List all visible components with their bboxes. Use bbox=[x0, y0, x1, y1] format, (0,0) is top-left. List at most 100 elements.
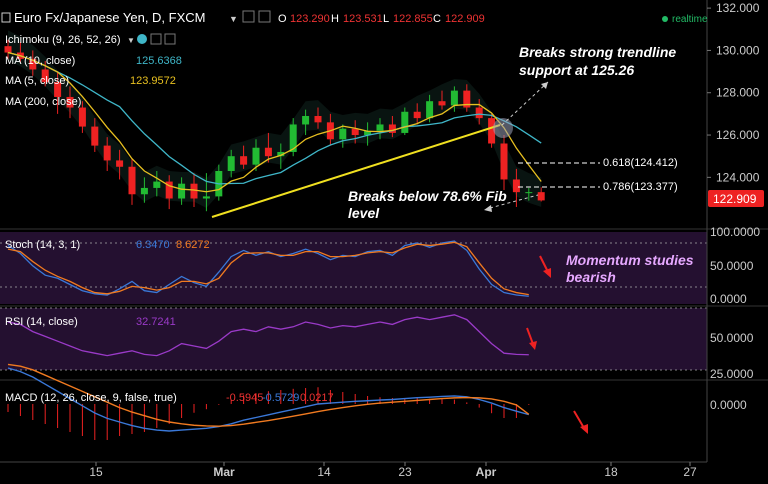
ma10-line bbox=[7, 51, 542, 185]
ichimoku-cloud bbox=[8, 30, 542, 209]
candle-body bbox=[500, 143, 508, 180]
ohlc-l-label: L bbox=[383, 13, 389, 25]
candle-body bbox=[512, 179, 520, 193]
candle-body bbox=[66, 96, 74, 108]
price-axis: 132.000 130.000 128.000 126.000 124.000 bbox=[707, 1, 760, 184]
time-tick-label: 14 bbox=[317, 465, 331, 479]
moving-average-lines bbox=[7, 51, 542, 193]
stoch-arrow-head bbox=[543, 268, 551, 278]
ichimoku-label[interactable]: Ichimoku (9, 26, 52, 26) bbox=[5, 34, 121, 46]
candle-body bbox=[41, 69, 49, 83]
candle-body bbox=[54, 82, 62, 97]
candle-body bbox=[153, 181, 161, 188]
candle-body bbox=[4, 46, 12, 53]
candle-body bbox=[364, 130, 372, 136]
candle-body bbox=[339, 128, 347, 140]
candle-body bbox=[165, 181, 173, 199]
candle-body bbox=[240, 156, 248, 165]
candle-body bbox=[227, 156, 235, 171]
realtime-dot-icon bbox=[662, 16, 668, 22]
indicator-tick-label: 50.0000 bbox=[710, 259, 754, 273]
indicator-tick-label: 50.0000 bbox=[710, 331, 754, 345]
candle-body bbox=[475, 107, 483, 119]
candlestick-series bbox=[4, 39, 545, 212]
macd-value-2: -0.5729 bbox=[262, 392, 299, 404]
candle-body bbox=[264, 147, 272, 157]
macd-value-3: 0.0217 bbox=[300, 392, 334, 404]
candle-body bbox=[277, 151, 285, 157]
rsi-arrow-head bbox=[529, 341, 537, 350]
fib-callout-arrow bbox=[489, 194, 539, 209]
stoch-k-value: 6.3470 bbox=[136, 239, 170, 251]
time-tick-label: 23 bbox=[398, 465, 412, 479]
candle-body bbox=[463, 90, 471, 108]
candle-body bbox=[91, 126, 99, 146]
ichimoku-dropdown-icon[interactable]: ▼ bbox=[127, 36, 135, 45]
candle-body bbox=[302, 116, 310, 125]
candle-body bbox=[450, 90, 458, 106]
ma200-label[interactable]: MA (200, close) bbox=[5, 96, 81, 108]
header-controls[interactable] bbox=[242, 10, 271, 23]
stoch-down-arrow bbox=[539, 255, 549, 273]
time-tick-label: Mar bbox=[213, 465, 235, 479]
annotation-momentum: Momentum studies bearish bbox=[566, 252, 694, 285]
signal-line bbox=[7, 363, 530, 427]
candle-body bbox=[438, 101, 446, 106]
trendline bbox=[211, 124, 501, 218]
ohlc-o-value: 123.290 bbox=[290, 13, 330, 25]
ma10-value: 125.6368 bbox=[136, 55, 182, 67]
symbol-dropdown-icon[interactable]: ▼ bbox=[229, 14, 238, 24]
candle-body bbox=[488, 118, 496, 144]
rsi-down-arrow bbox=[526, 327, 534, 345]
trendline-arrow-head bbox=[541, 82, 548, 89]
candle-body bbox=[29, 58, 37, 70]
last-price-badge bbox=[708, 190, 764, 207]
last-price-label: 122.909 bbox=[713, 192, 757, 206]
breakout-marker bbox=[493, 118, 513, 138]
rsi-label[interactable]: RSI (14, close) bbox=[5, 316, 78, 328]
candle-body bbox=[140, 187, 148, 195]
stoch-label[interactable]: Stoch (14, 3, 1) bbox=[5, 239, 80, 251]
macd-label[interactable]: MACD (12, 26, close, 9, false, true) bbox=[5, 392, 177, 404]
ichimoku-band bbox=[8, 30, 542, 209]
time-tick-label: 18 bbox=[604, 465, 618, 479]
realtime-label: realtime bbox=[672, 14, 708, 25]
candle-body bbox=[426, 101, 434, 119]
price-tick-label: 130.000 bbox=[716, 43, 760, 57]
ma10-label[interactable]: MA (10, close) bbox=[5, 55, 75, 67]
stoch-d-line bbox=[7, 241, 529, 296]
fib-618-label: 0.618(124.412) bbox=[603, 157, 678, 169]
candle-body bbox=[314, 116, 322, 123]
price-tick-label: 124.000 bbox=[716, 170, 760, 184]
candle-body bbox=[388, 124, 396, 133]
candle-body bbox=[103, 145, 111, 161]
ma5-label[interactable]: MA (5, close) bbox=[5, 75, 69, 87]
candle-body bbox=[401, 111, 409, 133]
macd-pane bbox=[7, 363, 530, 440]
symbol-box[interactable] bbox=[1, 12, 11, 23]
ichimoku-controls[interactable] bbox=[137, 33, 176, 45]
candle-body bbox=[413, 111, 421, 119]
price-tick-label: 132.000 bbox=[716, 1, 760, 15]
candle-body bbox=[537, 192, 545, 201]
candle-body bbox=[190, 183, 198, 199]
time-tick-label: 15 bbox=[89, 465, 103, 479]
candle-body bbox=[289, 124, 297, 152]
stoch-k-line bbox=[7, 240, 529, 297]
rsi-value: 32.7241 bbox=[136, 316, 176, 328]
candle-body bbox=[178, 183, 186, 199]
indicator-tick-label: 25.0000 bbox=[710, 367, 754, 381]
fib-786-label: 0.786(123.377) bbox=[603, 181, 678, 193]
annotation-trendline: Breaks strong trendline support at 125.26 bbox=[519, 44, 676, 78]
price-tick-label: 126.000 bbox=[716, 128, 760, 142]
candle-body bbox=[202, 196, 210, 199]
symbol-title[interactable]: Euro Fx/Japanese Yen, D, FXCM bbox=[14, 10, 205, 25]
stoch-pane bbox=[7, 240, 529, 297]
indicator-tick-label: 0.0000 bbox=[710, 398, 747, 412]
stoch-d-value: 8.6272 bbox=[176, 239, 210, 251]
ma5-line bbox=[7, 51, 542, 193]
candle-body bbox=[128, 166, 136, 195]
candle-body bbox=[525, 192, 533, 194]
candle-body bbox=[252, 147, 260, 165]
